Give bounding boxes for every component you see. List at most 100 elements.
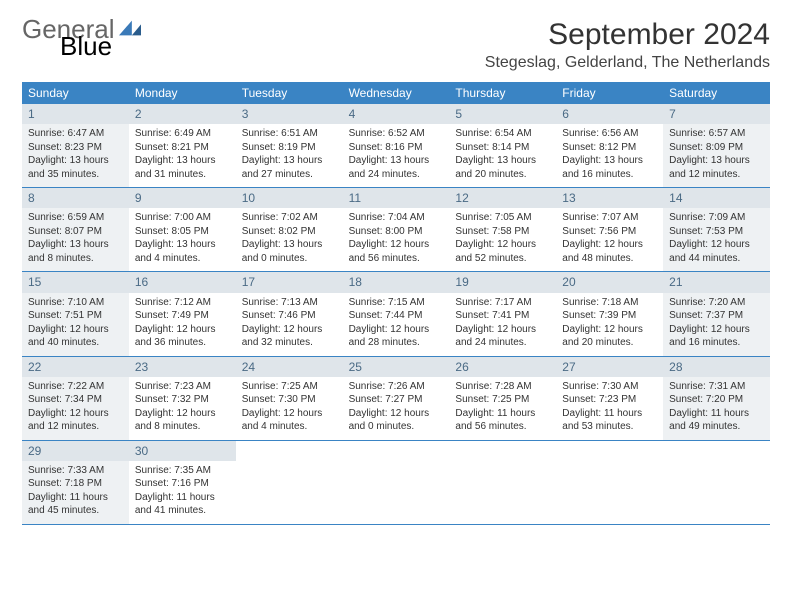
day-cell <box>449 441 556 524</box>
day-cell: 5 Sunrise: 6:54 AMSunset: 8:14 PMDaylight… <box>449 104 556 187</box>
day-number: 17 <box>236 272 343 292</box>
sunset-text: Sunset: 7:58 PM <box>455 225 550 239</box>
sunset-text: Sunset: 7:53 PM <box>669 225 764 239</box>
daylight-text: Daylight: 12 hours and 20 minutes. <box>562 323 657 350</box>
day-cell: 15Sunrise: 7:10 AMSunset: 7:51 PMDayligh… <box>22 272 129 355</box>
calendar-body: 1Sunrise: 6:47 AMSunset: 8:23 PMDaylight… <box>22 104 770 525</box>
sunset-text: Sunset: 7:20 PM <box>669 393 764 407</box>
weekday-wed: Wednesday <box>343 82 450 104</box>
day-number: 16 <box>129 272 236 292</box>
daylight-text: Daylight: 12 hours and 44 minutes. <box>669 238 764 265</box>
day-cell: 4Sunrise: 6:52 AMSunset: 8:16 PMDaylight… <box>343 104 450 187</box>
day-cell: 30Sunrise: 7:35 AMSunset: 7:16 PMDayligh… <box>129 441 236 524</box>
day-cell: 14Sunrise: 7:09 AMSunset: 7:53 PMDayligh… <box>663 188 770 271</box>
sunrise-text: Sunrise: 7:00 AM <box>135 211 230 225</box>
day-cell: 12Sunrise: 7:05 AMSunset: 7:58 PMDayligh… <box>449 188 556 271</box>
sunset-text: Sunset: 7:32 PM <box>135 393 230 407</box>
sunset-text: Sunset: 7:41 PM <box>455 309 550 323</box>
day-cell: 10Sunrise: 7:02 AMSunset: 8:02 PMDayligh… <box>236 188 343 271</box>
sunset-text: Sunset: 7:18 PM <box>28 477 123 491</box>
day-cell: 19 Sunrise: 7:17 AMSunset: 7:41 PMDayligh… <box>449 272 556 355</box>
daylight-text: Daylight: 13 hours and 12 minutes. <box>669 154 764 181</box>
day-cell: 21Sunrise: 7:20 AMSunset: 7:37 PMDayligh… <box>663 272 770 355</box>
sunset-text: Sunset: 8:05 PM <box>135 225 230 239</box>
sunset-text: Sunset: 8:14 PM <box>455 141 550 155</box>
sunset-text: Sunset: 7:44 PM <box>349 309 444 323</box>
day-cell: 23Sunrise: 7:23 AMSunset: 7:32 PMDayligh… <box>129 357 236 440</box>
daylight-text: Daylight: 12 hours and 52 minutes. <box>455 238 550 265</box>
sunrise-text: Sunrise: 7:17 AM <box>455 296 550 310</box>
day-cell: 28Sunrise: 7:31 AMSunset: 7:20 PMDayligh… <box>663 357 770 440</box>
weekday-thu: Thursday <box>449 82 556 104</box>
sunrise-text: Sunrise: 7:22 AM <box>28 380 123 394</box>
day-number: 5 <box>449 104 556 124</box>
day-number: 9 <box>129 188 236 208</box>
day-number: 6 <box>556 104 663 124</box>
day-cell <box>556 441 663 524</box>
daylight-text: Daylight: 13 hours and 16 minutes. <box>562 154 657 181</box>
sunset-text: Sunset: 7:23 PM <box>562 393 657 407</box>
daylight-text: Daylight: 12 hours and 24 minutes. <box>455 323 550 350</box>
weekday-sat: Saturday <box>663 82 770 104</box>
sunrise-text: Sunrise: 7:05 AM <box>455 211 550 225</box>
daylight-text: Daylight: 13 hours and 35 minutes. <box>28 154 123 181</box>
weekday-sun: Sunday <box>22 82 129 104</box>
sunrise-text: Sunrise: 6:54 AM <box>455 127 550 141</box>
sunrise-text: Sunrise: 6:57 AM <box>669 127 764 141</box>
day-number: 27 <box>556 357 663 377</box>
daylight-text: Daylight: 11 hours and 41 minutes. <box>135 491 230 518</box>
day-number: 4 <box>343 104 450 124</box>
sunset-text: Sunset: 8:21 PM <box>135 141 230 155</box>
daylight-text: Daylight: 11 hours and 45 minutes. <box>28 491 123 518</box>
sunset-text: Sunset: 7:34 PM <box>28 393 123 407</box>
day-cell: 26Sunrise: 7:28 AMSunset: 7:25 PMDayligh… <box>449 357 556 440</box>
day-cell: 3Sunrise: 6:51 AMSunset: 8:19 PMDaylight… <box>236 104 343 187</box>
daylight-text: Daylight: 13 hours and 20 minutes. <box>455 154 550 181</box>
sunset-text: Sunset: 7:16 PM <box>135 477 230 491</box>
day-number: 23 <box>129 357 236 377</box>
day-cell: 2Sunrise: 6:49 AMSunset: 8:21 PMDaylight… <box>129 104 236 187</box>
sunset-text: Sunset: 8:16 PM <box>349 141 444 155</box>
daylight-text: Daylight: 13 hours and 27 minutes. <box>242 154 337 181</box>
day-cell: 25Sunrise: 7:26 AMSunset: 7:27 PMDayligh… <box>343 357 450 440</box>
daylight-text: Daylight: 11 hours and 49 minutes. <box>669 407 764 434</box>
daylight-text: Daylight: 12 hours and 56 minutes. <box>349 238 444 265</box>
day-cell: 27Sunrise: 7:30 AMSunset: 7:23 PMDayligh… <box>556 357 663 440</box>
day-number: 8 <box>22 188 129 208</box>
day-cell: 29Sunrise: 7:33 AMSunset: 7:18 PMDayligh… <box>22 441 129 524</box>
daylight-text: Daylight: 12 hours and 28 minutes. <box>349 323 444 350</box>
sunset-text: Sunset: 8:09 PM <box>669 141 764 155</box>
weekday-header: Sunday Monday Tuesday Wednesday Thursday… <box>22 82 770 104</box>
day-number: 24 <box>236 357 343 377</box>
day-cell: 17Sunrise: 7:13 AMSunset: 7:46 PMDayligh… <box>236 272 343 355</box>
day-number: 29 <box>22 441 129 461</box>
day-number: 20 <box>556 272 663 292</box>
sunset-text: Sunset: 7:39 PM <box>562 309 657 323</box>
sunrise-text: Sunrise: 7:25 AM <box>242 380 337 394</box>
day-number: 3 <box>236 104 343 124</box>
day-cell: 13Sunrise: 7:07 AMSunset: 7:56 PMDayligh… <box>556 188 663 271</box>
day-number: 19 <box>449 272 556 292</box>
weekday-mon: Monday <box>129 82 236 104</box>
week-row: 22Sunrise: 7:22 AMSunset: 7:34 PMDayligh… <box>22 357 770 441</box>
sunrise-text: Sunrise: 6:56 AM <box>562 127 657 141</box>
sunrise-text: Sunrise: 7:26 AM <box>349 380 444 394</box>
sunrise-text: Sunrise: 7:31 AM <box>669 380 764 394</box>
sunset-text: Sunset: 8:00 PM <box>349 225 444 239</box>
day-cell: 7Sunrise: 6:57 AMSunset: 8:09 PMDaylight… <box>663 104 770 187</box>
day-number: 2 <box>129 104 236 124</box>
sunset-text: Sunset: 8:07 PM <box>28 225 123 239</box>
day-number: 18 <box>343 272 450 292</box>
sunset-text: Sunset: 8:12 PM <box>562 141 657 155</box>
day-number: 30 <box>129 441 236 461</box>
sunrise-text: Sunrise: 6:59 AM <box>28 211 123 225</box>
daylight-text: Daylight: 13 hours and 31 minutes. <box>135 154 230 181</box>
day-number: 10 <box>236 188 343 208</box>
day-number: 14 <box>663 188 770 208</box>
sunset-text: Sunset: 7:37 PM <box>669 309 764 323</box>
day-cell: 8Sunrise: 6:59 AMSunset: 8:07 PMDaylight… <box>22 188 129 271</box>
sunrise-text: Sunrise: 7:28 AM <box>455 380 550 394</box>
day-cell <box>343 441 450 524</box>
day-cell: 24Sunrise: 7:25 AMSunset: 7:30 PMDayligh… <box>236 357 343 440</box>
title-block: September 2024 Stegeslag, Gelderland, Th… <box>485 18 770 78</box>
